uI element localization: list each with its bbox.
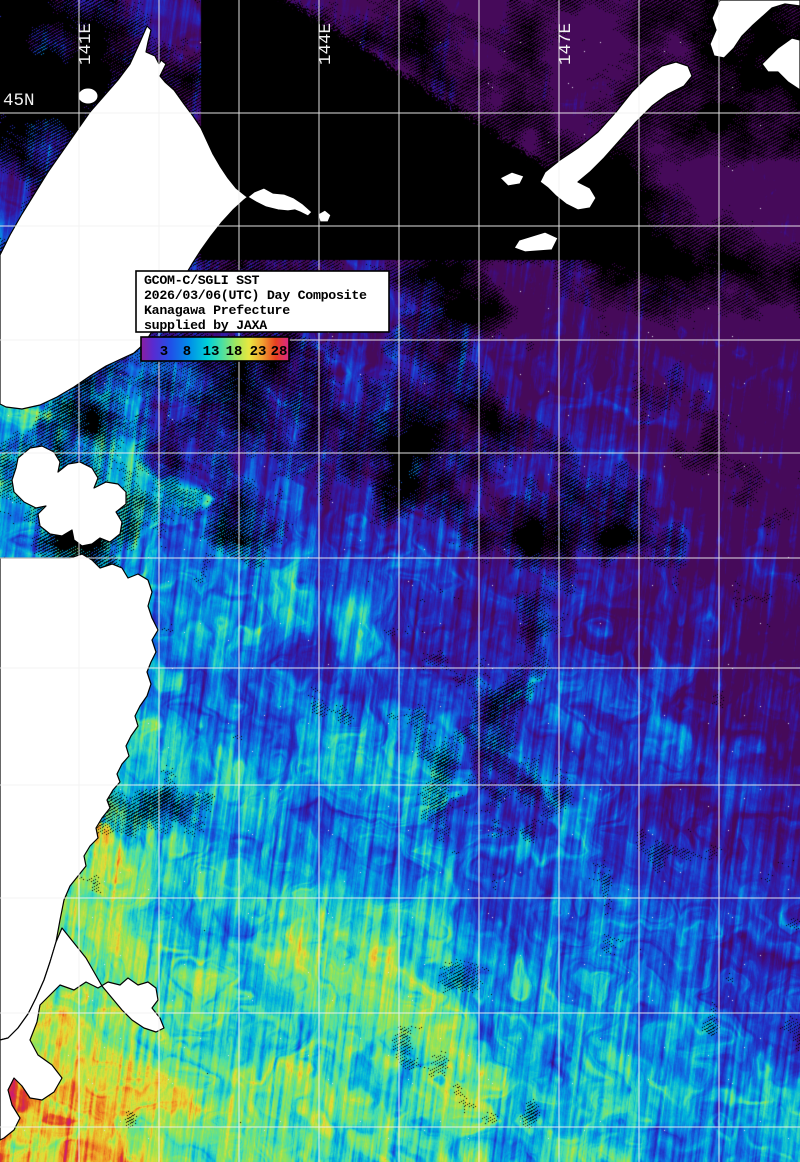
svg-text:13: 13 xyxy=(203,344,220,360)
svg-text:144E: 144E xyxy=(316,23,336,65)
svg-text:147E: 147E xyxy=(556,23,576,65)
svg-text:2026/03/06(UTC) Day Composite: 2026/03/06(UTC) Day Composite xyxy=(144,288,367,303)
svg-text:supplied by JAXA: supplied by JAXA xyxy=(144,318,267,333)
svg-text:Kanagawa Prefecture: Kanagawa Prefecture xyxy=(144,303,290,318)
svg-text:23: 23 xyxy=(250,344,267,360)
svg-text:141E: 141E xyxy=(76,23,96,65)
svg-text:18: 18 xyxy=(226,344,243,360)
svg-text:GCOM-C/SGLI SST: GCOM-C/SGLI SST xyxy=(144,273,260,288)
svg-text:45N: 45N xyxy=(3,91,35,111)
svg-text:28: 28 xyxy=(271,344,288,360)
svg-text:8: 8 xyxy=(183,344,191,360)
svg-text:3: 3 xyxy=(160,344,168,360)
